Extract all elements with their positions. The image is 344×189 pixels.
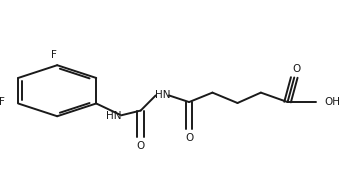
Text: O: O [137,142,145,151]
Text: F: F [51,50,57,60]
Text: HN: HN [106,111,122,121]
Text: O: O [185,133,193,143]
Text: OH: OH [324,97,340,107]
Text: F: F [0,97,4,107]
Text: O: O [293,64,301,74]
Text: HN: HN [154,90,170,99]
